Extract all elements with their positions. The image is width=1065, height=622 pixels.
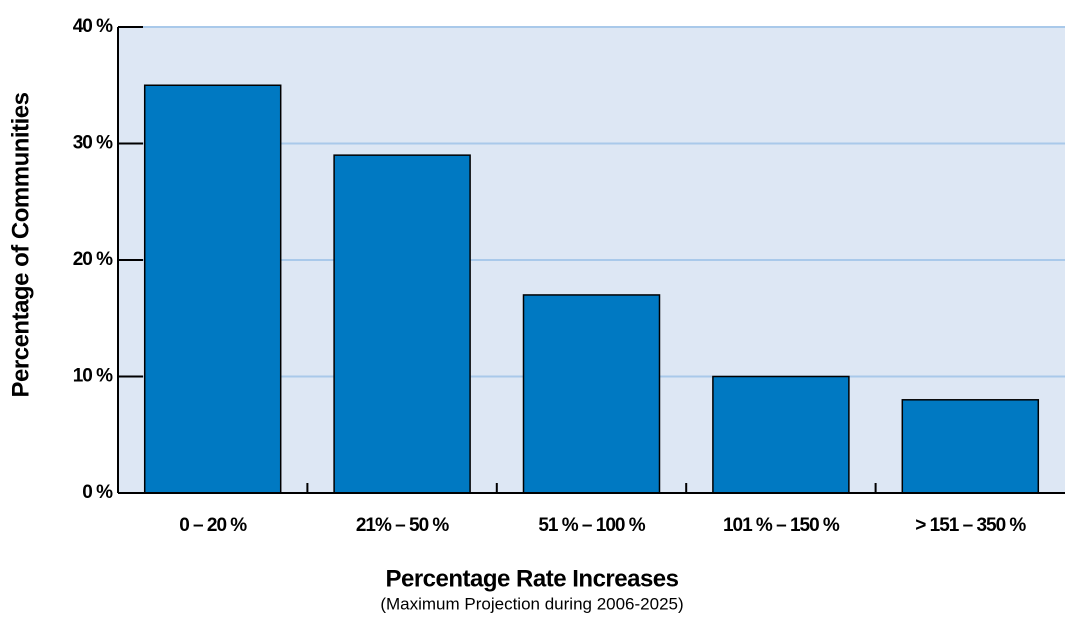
bar (712, 375, 850, 494)
bar (901, 399, 1040, 494)
x-tick-label: 21% – 50 % (356, 515, 450, 536)
x-axis-title: Percentage Rate Increases (385, 565, 678, 592)
bar (522, 294, 661, 494)
x-tick-label: 51 % – 100 % (538, 515, 645, 536)
y-axis-title: Percentage of Communities (7, 92, 34, 397)
bar (333, 154, 471, 494)
bar (143, 84, 282, 494)
y-tick-label: 30 % (73, 133, 113, 154)
x-axis-note: (Maximum Projection during 2006-2025) (380, 594, 683, 613)
y-tick-label: 20 % (73, 249, 113, 270)
x-tick-label: 101 % – 150 % (723, 515, 840, 536)
y-tick-label: 0 % (82, 482, 113, 503)
y-tick-label: 40 % (73, 16, 113, 37)
x-tick-label: > 151 – 350 % (915, 515, 1026, 536)
x-tick-label: 0 – 20 % (179, 515, 247, 536)
y-tick-label: 10 % (73, 366, 113, 387)
